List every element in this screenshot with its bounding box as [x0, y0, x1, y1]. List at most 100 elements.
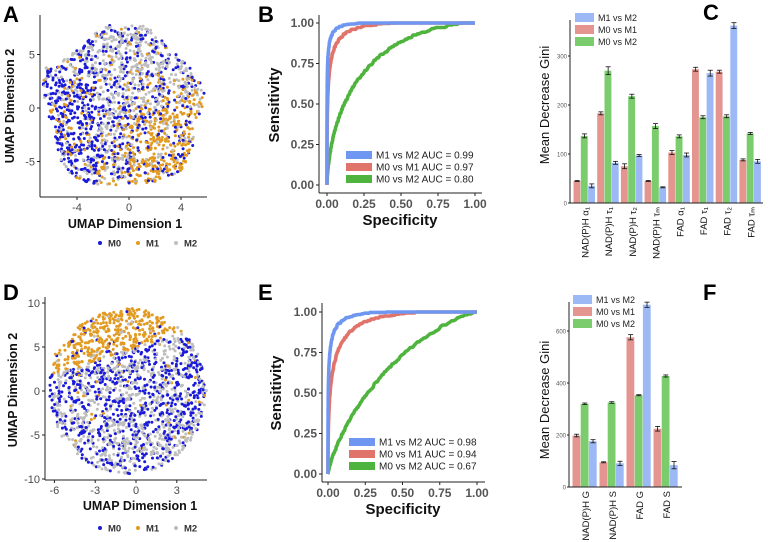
point-M2	[133, 59, 137, 63]
point-M1	[107, 334, 111, 338]
point-M1	[121, 116, 125, 120]
point-M2	[130, 143, 134, 147]
point-M0	[113, 432, 117, 436]
point-M2	[96, 182, 100, 186]
point-M2	[57, 384, 61, 388]
point-M0	[58, 105, 62, 109]
point-M2	[172, 117, 176, 121]
legend-key-M2	[174, 241, 178, 245]
point-M2	[152, 413, 156, 417]
point-M0	[49, 388, 52, 392]
point-M0	[96, 428, 100, 432]
point-M2	[186, 392, 190, 396]
point-M0	[184, 404, 188, 408]
point-M1	[149, 143, 153, 147]
point-M1	[131, 169, 135, 173]
point-M2	[113, 423, 117, 427]
point-M0	[181, 348, 185, 352]
point-M0	[87, 432, 91, 436]
point-M2	[137, 374, 141, 378]
point-M1	[85, 320, 89, 324]
point-M0	[166, 459, 170, 463]
point-M0	[108, 469, 112, 473]
point-M0	[167, 372, 171, 376]
bar	[611, 162, 619, 203]
point-M0	[121, 166, 125, 170]
panel-label-b: B	[258, 2, 274, 27]
point-M1	[63, 348, 67, 352]
point-M2	[160, 93, 164, 97]
point-M2	[114, 436, 118, 440]
point-M1	[64, 103, 68, 107]
point-M1	[163, 131, 167, 135]
point-M1	[168, 326, 172, 330]
point-M0	[97, 390, 101, 394]
y-axis-title: UMAP Dimension 2	[6, 333, 20, 447]
point-M1	[112, 310, 116, 314]
point-M2	[157, 100, 160, 104]
point-M0	[187, 402, 191, 406]
point-M2	[174, 56, 178, 60]
point-M2	[130, 24, 134, 28]
point-M1	[122, 128, 126, 132]
point-M2	[87, 73, 91, 77]
point-M1	[64, 137, 68, 141]
bar	[754, 161, 761, 203]
point-M2	[167, 454, 171, 458]
legend-label: M1 vs M2	[596, 295, 635, 305]
point-M2	[123, 175, 127, 179]
point-M0	[153, 408, 157, 412]
point-M0	[103, 416, 107, 419]
point-M2	[84, 53, 87, 57]
point-M1	[101, 165, 105, 169]
point-M0	[181, 368, 185, 372]
point-M2	[60, 75, 63, 79]
point-M1	[127, 88, 131, 92]
point-M1	[125, 319, 128, 323]
point-M0	[143, 391, 147, 395]
point-M1	[127, 109, 131, 113]
point-M2	[118, 31, 122, 35]
point-M0	[81, 101, 85, 105]
point-M0	[92, 167, 96, 171]
point-M0	[197, 388, 201, 392]
bar	[682, 154, 690, 203]
point-M0	[159, 454, 163, 458]
point-M2	[107, 425, 111, 429]
point-M0	[149, 443, 153, 447]
point-M2	[133, 468, 137, 472]
legend-label: M1 vs M2 AUC = 0.98	[379, 438, 477, 449]
point-M2	[140, 67, 144, 71]
point-M0	[192, 396, 196, 400]
point-M0	[105, 161, 109, 165]
point-M2	[182, 69, 186, 73]
point-M2	[107, 96, 111, 100]
point-M0	[197, 407, 201, 411]
point-M0	[179, 337, 183, 341]
point-M1	[168, 168, 172, 172]
point-M0	[90, 147, 94, 151]
point-M0	[136, 126, 140, 130]
point-M1	[163, 320, 166, 324]
point-M2	[169, 73, 173, 76]
point-M1	[98, 78, 102, 82]
point-M0	[125, 96, 129, 99]
point-M0	[89, 88, 93, 92]
point-M0	[150, 420, 154, 424]
point-M0	[63, 83, 67, 87]
point-M0	[185, 105, 189, 109]
point-M0	[108, 438, 112, 442]
point-M2	[181, 415, 185, 419]
point-M2	[81, 126, 85, 130]
point-M2	[87, 435, 90, 439]
point-M0	[145, 72, 149, 75]
point-M0	[130, 38, 133, 42]
point-M1	[90, 348, 94, 352]
point-M1	[160, 75, 164, 79]
legend-key	[573, 307, 592, 316]
point-M0	[150, 38, 154, 42]
point-M0	[67, 160, 71, 164]
point-M0	[173, 402, 177, 406]
point-M0	[90, 104, 94, 108]
point-M1	[196, 81, 200, 84]
